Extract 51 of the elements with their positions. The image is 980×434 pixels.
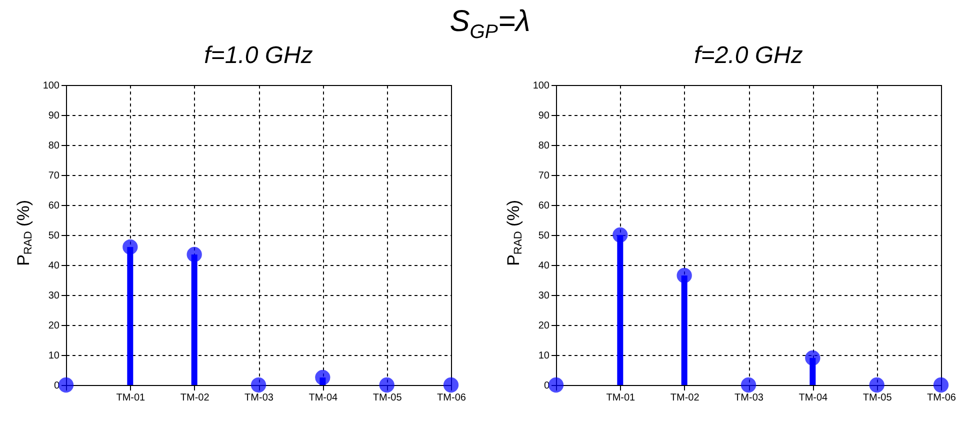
y-tick-label: 0 bbox=[544, 380, 550, 392]
x-tick-label: TM-04 bbox=[308, 392, 338, 404]
chart-title: f=1.0 GHz bbox=[204, 42, 313, 69]
y-tick-label: 40 bbox=[48, 260, 60, 272]
y-tick-label: 90 bbox=[538, 110, 550, 122]
x-tick-label: TM-05 bbox=[862, 392, 892, 404]
y-tick-label: 80 bbox=[48, 140, 60, 152]
x-tick-label: TM-02 bbox=[670, 392, 700, 404]
x-tick-label: TM-04 bbox=[798, 392, 828, 404]
y-tick-label: 10 bbox=[538, 350, 550, 362]
x-tick-label: TM-05 bbox=[372, 392, 402, 404]
y-tick-label: 40 bbox=[538, 260, 550, 272]
y-tick-label: 20 bbox=[538, 320, 550, 332]
point bbox=[676, 268, 692, 284]
y-tick-label: 0 bbox=[54, 380, 60, 392]
y-tick-label: 100 bbox=[532, 80, 550, 92]
point bbox=[315, 370, 330, 386]
y-tick-label: 30 bbox=[48, 290, 60, 302]
point bbox=[443, 377, 459, 393]
point bbox=[805, 350, 820, 366]
y-tick-label: 50 bbox=[48, 230, 60, 242]
y-tick-label: 10 bbox=[48, 350, 60, 362]
point bbox=[122, 239, 138, 255]
y-tick-label: 60 bbox=[48, 200, 60, 212]
point bbox=[186, 246, 202, 262]
point bbox=[612, 227, 628, 243]
x-tick-label: TM-06 bbox=[927, 392, 956, 404]
y-tick-label: 70 bbox=[48, 170, 60, 182]
x-tick-label: TM-01 bbox=[116, 392, 146, 404]
point bbox=[250, 377, 266, 393]
point bbox=[379, 377, 394, 393]
point bbox=[740, 377, 756, 393]
point bbox=[58, 377, 74, 393]
x-tick-label: TM-03 bbox=[244, 392, 274, 404]
y-tick-label: 50 bbox=[538, 230, 550, 242]
y-tick-label: 20 bbox=[48, 320, 60, 332]
point bbox=[869, 377, 884, 393]
x-tick-label: TM-03 bbox=[734, 392, 764, 404]
x-tick-label: TM-01 bbox=[606, 392, 636, 404]
point bbox=[548, 377, 564, 393]
point bbox=[933, 377, 949, 393]
x-tick-label: TM-02 bbox=[180, 392, 210, 404]
y-tick-label: 60 bbox=[538, 200, 550, 212]
y-tick-label: 70 bbox=[538, 170, 550, 182]
text: S$_{GP}$=λ bbox=[450, 5, 530, 43]
y-tick-label: 30 bbox=[538, 290, 550, 302]
y-tick-label: 100 bbox=[42, 80, 60, 92]
x-tick-label: TM-06 bbox=[437, 392, 466, 404]
chart-title: f=2.0 GHz bbox=[694, 42, 803, 69]
y-tick-label: 90 bbox=[48, 110, 60, 122]
y-tick-label: 80 bbox=[538, 140, 550, 152]
